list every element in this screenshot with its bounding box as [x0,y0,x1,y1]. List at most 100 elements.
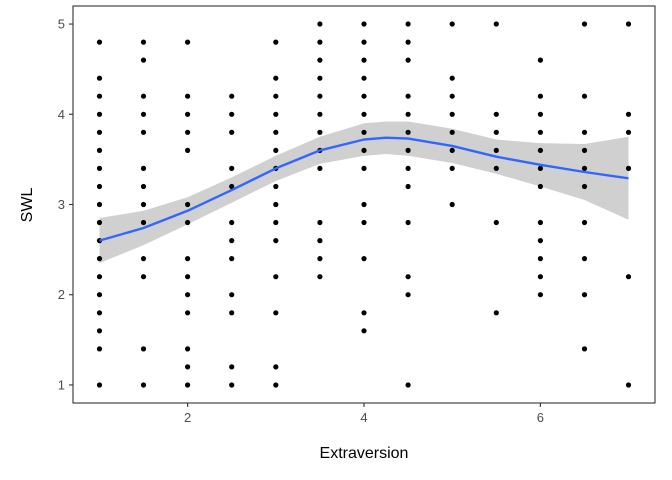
data-point [185,39,191,45]
data-point [140,111,147,117]
data-point [96,93,103,99]
data-point [140,346,147,352]
data-point [140,129,147,135]
y-tick-label: 2 [58,287,65,302]
data-point [229,382,235,388]
data-point [537,256,544,262]
data-point [625,165,632,171]
data-point [96,274,103,280]
data-point [229,310,235,316]
data-point [317,238,323,244]
data-point [140,93,147,99]
data-point [625,111,632,117]
data-point [537,93,544,99]
data-point [273,201,279,208]
data-point [273,129,279,135]
x-tick-label: 6 [537,410,544,425]
data-point [361,129,367,135]
data-point [537,183,544,190]
data-point [273,75,279,81]
data-point [405,111,411,117]
y-axis-ticks: 1 2 3 4 5 [58,17,73,392]
data-point [96,129,103,135]
x-tick-label: 2 [184,410,191,425]
data-point [449,75,455,81]
data-point [537,57,544,63]
data-point [317,111,323,117]
data-point [229,93,235,99]
data-point [405,183,411,190]
data-point [229,129,235,135]
data-point [273,93,279,99]
data-point [361,310,367,316]
data-point [229,238,235,244]
data-point [96,328,103,334]
data-point [449,111,455,117]
data-point [185,292,191,298]
data-point [449,93,455,99]
data-point [229,111,235,117]
data-point [273,219,279,226]
data-point [273,310,279,316]
data-point [96,111,103,117]
data-point [537,129,544,135]
data-point [581,165,588,171]
data-point [140,183,147,190]
data-point [229,256,235,262]
data-point [405,219,411,226]
data-point [581,147,588,153]
y-tick-label: 5 [58,17,65,32]
data-point [625,129,632,135]
data-point [185,93,191,99]
data-point [317,21,323,27]
data-point [317,274,323,280]
data-point [405,57,411,63]
data-point [140,274,147,280]
data-point [273,183,279,190]
data-point [96,346,103,352]
data-point [581,256,588,262]
data-point [537,292,544,298]
data-point [185,219,191,226]
smooth-fit-line [99,136,629,242]
data-point [405,93,411,99]
data-point [273,382,279,388]
data-point [273,238,279,244]
data-point [537,238,544,244]
data-point [493,21,499,27]
data-point [273,364,279,370]
smooth-line-layer [99,136,629,242]
data-point [405,382,411,388]
data-point [229,292,235,298]
data-point [493,129,499,135]
data-point [405,21,411,27]
data-point [361,57,367,63]
data-point [449,147,455,153]
data-point [493,310,499,316]
data-point [405,165,411,171]
data-point [317,93,323,99]
data-point [317,75,323,81]
data-point [96,147,103,153]
data-point [185,310,191,316]
data-point [229,219,235,226]
data-point [361,256,367,262]
data-point [537,219,544,226]
x-tick-label: 4 [360,410,367,425]
y-tick-label: 4 [58,107,65,122]
y-tick-label: 3 [58,197,65,212]
data-point [581,219,588,226]
data-point [317,256,323,262]
data-point [140,57,147,63]
data-point [96,382,103,388]
data-point [581,21,588,27]
data-point [361,21,367,27]
data-point [581,93,588,99]
data-point [229,183,235,190]
data-point [273,39,279,45]
points-layer [96,21,632,388]
data-point [317,165,323,171]
data-point [581,346,588,352]
data-point [317,219,323,226]
